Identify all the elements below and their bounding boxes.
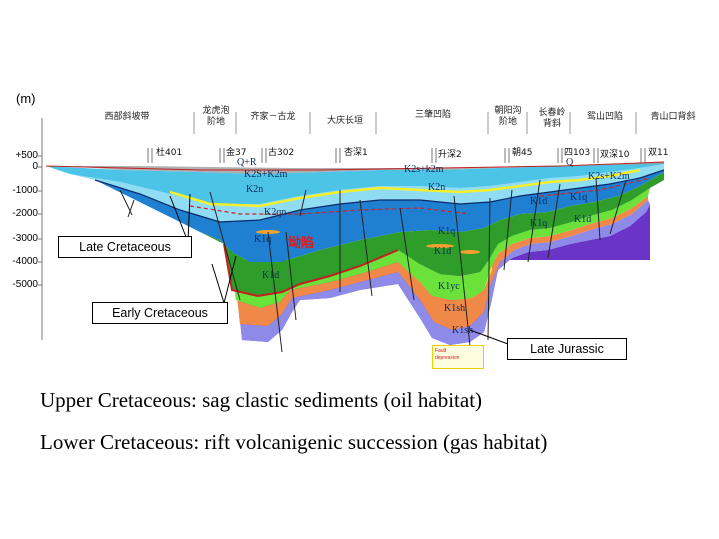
depth-tick-minus5000: -5000 xyxy=(12,279,38,290)
region-yuanshan-depression: 鸳山凹陷 xyxy=(586,112,623,122)
unit-label-k1yc: K1yc xyxy=(438,281,460,292)
unit-label-k2n-center: K2n xyxy=(428,182,446,193)
note-lower-cretaceous: Lower Cretaceous: rift volcanigenic succ… xyxy=(40,430,548,454)
depth-tick-plus500: +500 xyxy=(15,150,38,161)
well-markers xyxy=(147,148,646,163)
depth-tick-minus4000: -4000 xyxy=(12,256,38,267)
region-daqing-anticline: 大庆长垣 xyxy=(326,116,363,126)
callout-late-jurassic: Late Jurassic xyxy=(507,338,627,360)
depth-tick-minus1000: -1000 xyxy=(12,185,38,196)
k1-d-lime-layer xyxy=(224,188,650,308)
fault-lines xyxy=(119,177,627,353)
callout-late-cretaceous: Late Cretaceous xyxy=(58,236,192,258)
red-depression-label: 坳陷 xyxy=(288,236,315,251)
k2-light-layer xyxy=(70,164,664,222)
region-longhupao-terrace: 龙虎泡 阶地 xyxy=(202,106,230,127)
well-gu302: 古302 xyxy=(268,148,295,158)
unit-label-k1d-west: K1d xyxy=(262,270,280,281)
region-sanzhao-depression: 三肇凹陷 xyxy=(414,110,451,120)
unit-label-k2qn-west: K2qn xyxy=(264,207,287,218)
well-si103: 四103 xyxy=(564,148,591,158)
unit-label-k2s-k2m-east: K2s+K2m xyxy=(588,171,630,182)
unit-label-k2s-k2m-west: K2S+K2m xyxy=(244,169,288,180)
unit-label-q-r: Q+R xyxy=(237,157,257,168)
unit-label-k2n-west: K2n xyxy=(246,184,264,195)
region-qijia-gulong: 齐家－古龙 xyxy=(250,112,296,122)
well-du401: 杜401 xyxy=(156,148,183,158)
k2-dark-blue-layer xyxy=(95,170,664,262)
well-xingshen1: 杏深1 xyxy=(344,148,368,158)
depth-unit-label: (m) xyxy=(16,91,36,106)
red-unconformity-line xyxy=(223,243,399,298)
unit-label-k1d-center: K1d xyxy=(434,246,452,257)
surface-line xyxy=(45,161,665,171)
region-changchunling-anticline: 长春岭 背斜 xyxy=(538,108,566,129)
fault-depression-note: Fault depression xyxy=(432,345,484,369)
unit-label-k1d-east1: K1d xyxy=(530,196,548,207)
region-west-slope: 西部斜坡带 xyxy=(104,112,150,122)
quaternary-layer xyxy=(70,162,664,174)
unit-label-k1sh: K1sh xyxy=(444,303,466,314)
depth-tick-minus2000: -2000 xyxy=(12,208,38,219)
k1-sh-lavender-layer xyxy=(232,200,650,345)
unit-label-k1q-east1: K1q xyxy=(530,218,548,229)
k2-base-horizon xyxy=(94,169,665,223)
unit-label-k1sh-deep: K1sh xyxy=(452,325,474,336)
unit-label-k1q-center: K1q xyxy=(438,226,456,237)
unit-label-k1q-east2: K1q xyxy=(570,192,588,203)
unit-label-q-east: Q xyxy=(566,157,574,168)
depth-tick-minus3000: -3000 xyxy=(12,233,38,244)
depth-tick-0: 0 xyxy=(32,161,38,172)
region-dividers xyxy=(193,112,637,134)
well-chao45: 朝45 xyxy=(512,148,533,158)
yellow-horizon xyxy=(169,168,641,208)
callout-pointers xyxy=(169,193,509,345)
well-shuangshen10: 双深10 xyxy=(600,150,630,160)
red-dashes xyxy=(189,177,651,215)
k1-q-green-layer xyxy=(180,172,664,296)
region-qingshankou-anticline: 青山口背斜 xyxy=(650,112,696,122)
well-shengshen2: 升深2 xyxy=(438,150,462,160)
unit-label-k1d-east2: K1d xyxy=(574,214,592,225)
k2-top-blue-layer xyxy=(46,162,664,204)
depth-axis-ticks xyxy=(38,155,42,286)
well-shuang11: 双11 xyxy=(648,148,669,158)
region-chaoyanggou-terrace: 朝阳沟 阶地 xyxy=(494,106,522,127)
unit-label-k1q-west: K1q xyxy=(254,234,272,245)
note-upper-cretaceous: Upper Cretaceous: sag clastic sediments … xyxy=(40,388,483,412)
callout-early-cretaceous: Early Cretaceous xyxy=(92,302,228,324)
orange-lenses xyxy=(256,230,480,254)
unit-label-k2s-k2m-center: K2s+k2m xyxy=(404,164,444,175)
k1-orange-layer xyxy=(230,196,648,330)
well-jin37: 金37 xyxy=(226,148,247,158)
